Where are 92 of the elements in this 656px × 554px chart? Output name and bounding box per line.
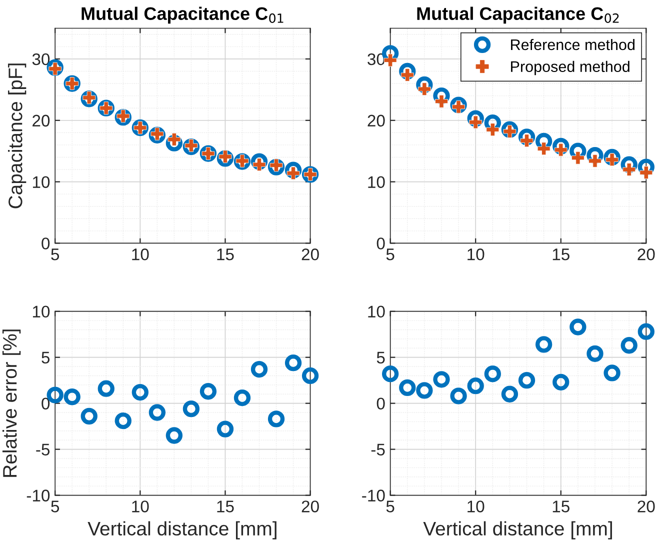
point <box>604 148 620 166</box>
y-axis-title: Capacitance [pF] <box>8 64 26 208</box>
point <box>638 323 654 340</box>
y-tick-label: 0 <box>376 398 385 410</box>
y-tick-label: 20 <box>368 114 385 127</box>
point <box>284 162 302 178</box>
y-tick-label: 5 <box>376 352 385 364</box>
y-tick-label: -5 <box>36 444 50 456</box>
point <box>166 134 183 152</box>
point <box>216 420 234 438</box>
point <box>501 121 518 138</box>
x-tick-label: 20 <box>638 248 655 260</box>
point <box>467 378 484 394</box>
point <box>484 366 501 382</box>
chart-title: Mutual Capacitance C$_{01}$ <box>82 6 284 24</box>
point <box>501 386 518 402</box>
point <box>148 404 166 421</box>
x-tick-label: 15 <box>217 500 234 512</box>
x-tick-label: 20 <box>302 248 319 260</box>
x-tick-label: 15 <box>217 248 234 260</box>
y-tick-label: 10 <box>32 176 50 188</box>
point <box>384 54 397 67</box>
x-tick-label: 10 <box>468 500 484 512</box>
point <box>98 380 114 397</box>
point <box>450 96 467 114</box>
point <box>620 156 638 173</box>
x-tick-label: 15 <box>552 248 570 260</box>
point <box>166 427 183 444</box>
point <box>586 345 604 362</box>
y-tick-label: -10 <box>26 490 50 502</box>
point <box>80 90 98 108</box>
point <box>216 150 234 167</box>
point <box>250 153 268 170</box>
point <box>64 388 80 406</box>
point <box>537 142 550 156</box>
point <box>148 126 166 144</box>
x-tick-label: 5 <box>386 500 394 512</box>
y-tick-label: -10 <box>362 490 385 502</box>
y-tick-label: 20 <box>32 114 50 127</box>
point <box>450 388 467 404</box>
x-tick-label: 20 <box>638 500 655 512</box>
point <box>552 138 570 155</box>
y-tick-label: -5 <box>371 444 385 456</box>
point <box>433 371 450 388</box>
point <box>250 360 268 378</box>
y-tick-label: 0 <box>376 238 385 250</box>
point <box>570 318 586 336</box>
y-tick-label: 10 <box>368 176 385 188</box>
y-tick-label: 10 <box>32 306 50 318</box>
x-tick-label: 20 <box>302 500 319 512</box>
legend-label: Reference method <box>511 38 634 50</box>
y-tick-label: 0 <box>42 398 50 410</box>
x-tick-label: 5 <box>51 500 60 512</box>
x-axis-title: Vertical distance [mm] <box>88 521 276 540</box>
x-tick-label: 10 <box>132 500 149 512</box>
y-tick-label: 5 <box>42 352 50 364</box>
point <box>399 379 416 396</box>
point <box>604 364 620 382</box>
point <box>268 410 285 428</box>
x-tick-label: 10 <box>468 248 484 260</box>
x-tick-label: 5 <box>51 248 60 260</box>
x-tick-label: 5 <box>386 248 394 260</box>
point <box>518 372 536 389</box>
point <box>200 383 217 400</box>
point <box>114 108 132 126</box>
point <box>620 337 638 354</box>
x-tick-label: 15 <box>552 500 570 512</box>
chart-title: Mutual Capacitance C$_{02}$ <box>417 6 619 24</box>
legend-label: Proposed method <box>511 60 630 76</box>
point <box>302 367 319 384</box>
y-tick-label: 30 <box>32 53 50 66</box>
point <box>382 366 399 382</box>
point <box>182 138 200 156</box>
y-tick-label: 10 <box>368 306 385 318</box>
y-axis-title: Relative error [%] <box>2 330 21 477</box>
point <box>284 354 302 372</box>
point <box>416 76 433 94</box>
point <box>80 408 98 425</box>
point <box>518 128 536 146</box>
point <box>399 62 416 80</box>
point <box>114 412 132 430</box>
point <box>268 158 285 176</box>
point <box>182 400 200 418</box>
point <box>234 389 251 406</box>
point <box>535 336 552 353</box>
x-tick-label: 10 <box>132 248 149 260</box>
point <box>552 374 570 390</box>
x-axis-title: Vertical distance [mm] <box>423 521 612 540</box>
point <box>132 384 148 401</box>
y-tick-label: 0 <box>42 238 50 250</box>
point <box>467 110 484 127</box>
point <box>416 382 433 399</box>
